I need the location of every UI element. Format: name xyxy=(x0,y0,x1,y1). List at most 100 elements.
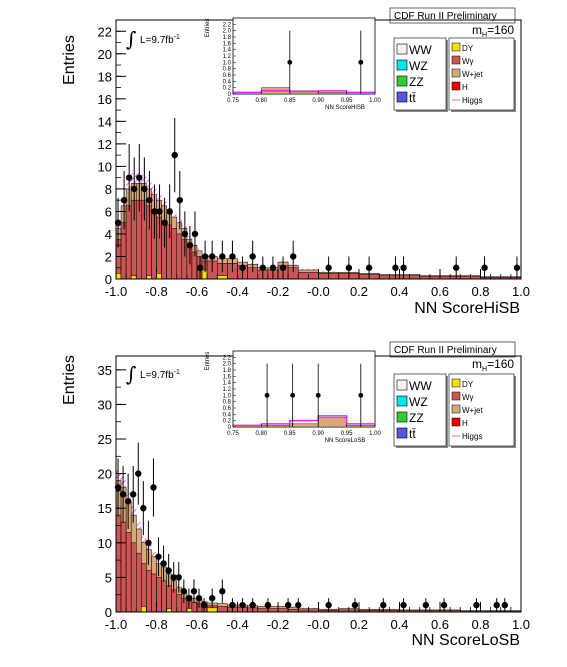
legend-label: Wγ xyxy=(462,57,474,66)
data-point xyxy=(400,264,407,271)
higgs-hatch-bar xyxy=(141,536,147,543)
higgs-hatch-bar xyxy=(197,248,203,251)
data-point xyxy=(120,196,128,204)
wgamma-bar xyxy=(166,224,172,280)
higgs-hatch-bar xyxy=(202,600,208,602)
data-point xyxy=(345,264,353,271)
inset-y-tick-label: 2.2 xyxy=(223,22,232,28)
data-point xyxy=(392,264,399,271)
y-tick-label: 15 xyxy=(98,501,112,516)
higgs-hatch-bar xyxy=(186,236,192,240)
data-point xyxy=(325,264,332,271)
data-point xyxy=(150,484,157,491)
inset-y-tick-label: 1.4 xyxy=(223,381,232,387)
y-tick-label: 10 xyxy=(98,536,112,551)
higgs-hatch-bar xyxy=(156,193,162,201)
wgamma-bar xyxy=(267,608,279,613)
data-point xyxy=(180,588,188,595)
legend-swatch xyxy=(396,59,408,71)
x-tick-label: 0.6 xyxy=(431,284,449,299)
data-point xyxy=(135,470,142,477)
y-axis-title: Entries xyxy=(61,35,78,85)
integral-sign: ∫ xyxy=(126,27,136,51)
legend-label: Wγ xyxy=(462,393,474,402)
x-axis-title: NN ScoreLoSB xyxy=(412,632,521,649)
x-tick-label: 0.4 xyxy=(390,617,408,632)
inset-bkg-bar xyxy=(318,417,347,428)
dy-bar xyxy=(156,273,162,280)
data-point xyxy=(124,498,132,505)
data-point xyxy=(365,264,373,271)
higgs-hatch-bar xyxy=(126,178,132,189)
inset-data-point xyxy=(264,392,270,398)
inset-x-tick-label: 0.85 xyxy=(284,98,296,104)
higgs-hatch-bar xyxy=(116,470,122,481)
data-point xyxy=(513,264,521,271)
inset-x-title: NN ScoreHiSB xyxy=(325,105,365,111)
legend-swatch xyxy=(396,427,408,439)
data-point xyxy=(269,264,277,271)
lumi-label: L=9.7fb-1 xyxy=(140,34,180,46)
dy-bar xyxy=(217,275,228,280)
higgs-hatch-bar xyxy=(131,173,137,184)
data-point xyxy=(155,553,162,560)
y-tick-label: 0 xyxy=(105,272,112,287)
inset-x-tick-label: 1.00 xyxy=(369,431,381,437)
inset-y-tick-label: 0.4 xyxy=(223,79,232,85)
data-point xyxy=(284,601,292,609)
data-point xyxy=(166,208,173,215)
inset-y-tick-label: 1.4 xyxy=(223,48,232,54)
inset-x-tick-label: 0.80 xyxy=(256,98,268,104)
data-point xyxy=(279,264,287,271)
wgamma-bar xyxy=(115,514,122,613)
inset-data-point xyxy=(315,392,321,398)
y-tick-label: 14 xyxy=(98,114,112,129)
chart-panel-losb: Entries NN ScoreLoSB CDF Run II Prelimin… xyxy=(61,341,530,649)
data-point xyxy=(325,601,332,609)
wgamma-bar xyxy=(191,251,198,280)
data-point xyxy=(239,601,246,609)
data-point xyxy=(493,601,500,609)
data-point xyxy=(165,567,172,574)
wgamma-bar xyxy=(130,199,137,280)
data-point xyxy=(289,253,297,260)
y-tick-label: 5 xyxy=(105,570,112,585)
wgamma-bar xyxy=(191,602,198,613)
inset-y-tick-label: 2.2 xyxy=(223,355,232,361)
legend-label: DY xyxy=(462,44,474,53)
wgamma-bar xyxy=(181,239,188,280)
inset-y-tick-label: 0 xyxy=(228,92,232,98)
inset-frame xyxy=(232,350,376,428)
x-tick-label: -0.2 xyxy=(267,617,289,632)
data-point xyxy=(190,588,198,595)
data-point xyxy=(161,219,168,226)
mass-label: mH=160 xyxy=(472,23,514,39)
mass-label: mH=160 xyxy=(472,357,514,373)
inset-data-point xyxy=(358,392,364,398)
legend-swatch xyxy=(396,379,408,391)
wgamma-bar xyxy=(125,532,132,613)
y-tick-label: 6 xyxy=(105,204,112,219)
inset-x-tick-label: 0.75 xyxy=(227,98,239,104)
wgamma-bar xyxy=(141,563,147,613)
data-point xyxy=(229,601,236,609)
x-tick-label: 1.0 xyxy=(512,284,530,299)
inset-x-tick-label: 0.95 xyxy=(341,98,353,104)
data-point xyxy=(145,539,152,547)
inset-x-tick-label: 0.75 xyxy=(227,431,239,437)
legend-label: DY xyxy=(462,380,474,389)
chart-panel-hisb: Entries NN ScoreHiSB CDF Run II Prelimin… xyxy=(61,7,530,317)
higgs-hatch-bar xyxy=(181,224,187,229)
y-tick-label: 20 xyxy=(98,467,112,482)
y-tick-label: 35 xyxy=(98,363,112,378)
inset-data-point xyxy=(358,59,364,65)
wgamma-bar xyxy=(161,580,167,613)
wgamma-bar xyxy=(176,594,183,613)
wgamma-bar xyxy=(125,205,132,280)
inset-x-tick-label: 1.00 xyxy=(369,98,381,104)
wgamma-bar xyxy=(136,552,142,613)
inset-y-tick-label: 1.0 xyxy=(223,60,232,66)
x-axis-title: NN ScoreHiSB xyxy=(414,300,520,317)
legend-swatch xyxy=(451,68,461,78)
header-box xyxy=(389,7,516,24)
